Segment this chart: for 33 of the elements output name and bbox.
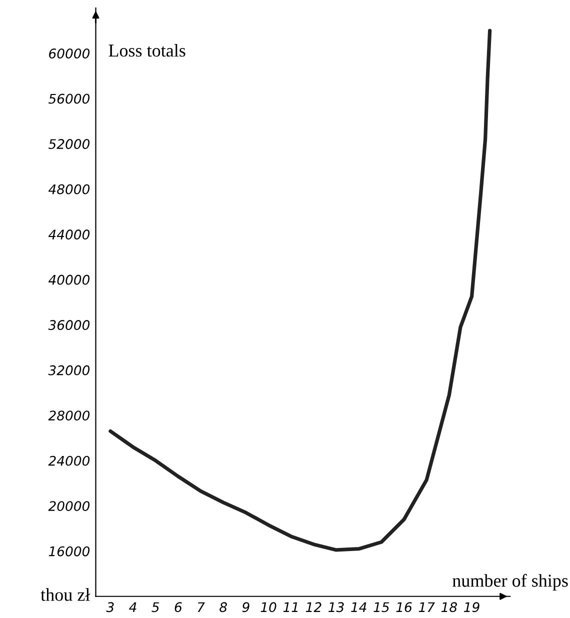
x-tick-label: 11 bbox=[283, 602, 298, 612]
x-tick-label: 15 bbox=[374, 602, 390, 612]
y-tick-label: 32000 bbox=[48, 365, 90, 376]
y-tick-label: 48000 bbox=[48, 184, 90, 194]
y-tick-label: 44000 bbox=[48, 230, 90, 240]
x-tick-label: 18 bbox=[441, 602, 457, 612]
x-tick-label: 9 bbox=[242, 602, 250, 612]
y-tick-label: 28000 bbox=[48, 410, 90, 421]
x-tick-label: 3 bbox=[106, 602, 114, 612]
x-tick-label: 10 bbox=[260, 602, 276, 612]
x-tick-label: 5 bbox=[152, 602, 160, 612]
x-tick-label: 7 bbox=[198, 602, 205, 612]
line-series bbox=[108, 28, 492, 552]
y-tick-label: 40000 bbox=[48, 274, 90, 285]
text: thou zł bbox=[40, 588, 90, 601]
x-tick-label: 16 bbox=[396, 602, 412, 612]
x-tick-label: 8 bbox=[220, 602, 227, 612]
x-tick-label: 12 bbox=[306, 602, 322, 612]
x-axis-title: number of ships bbox=[452, 574, 568, 590]
y-tick-label: 36000 bbox=[48, 320, 90, 330]
y-tick-label: 24000 bbox=[48, 456, 90, 466]
x-tick-label: 19 bbox=[464, 602, 480, 612]
x-tick-label: 4 bbox=[129, 602, 136, 612]
y-tick-label: 60000 bbox=[49, 48, 90, 58]
x-tick-label: 14 bbox=[351, 602, 366, 612]
y-axis-title: Loss totals bbox=[108, 44, 186, 57]
x-tick-label: 6 bbox=[174, 602, 182, 612]
x-tick-label: 13 bbox=[328, 602, 344, 612]
y-tick-label: 56000 bbox=[48, 94, 90, 104]
y-tick-label: 20000 bbox=[48, 501, 90, 512]
x-tick-label: 17 bbox=[418, 602, 435, 612]
y-tick-label: 52000 bbox=[48, 139, 90, 150]
y-tick-label: 16000 bbox=[48, 546, 90, 556]
